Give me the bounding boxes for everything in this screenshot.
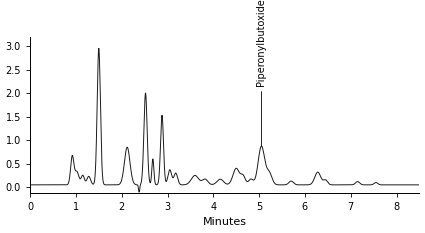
X-axis label: Minutes: Minutes: [203, 217, 247, 227]
Text: Piperonylbutoxide: Piperonylbutoxide: [256, 0, 266, 146]
